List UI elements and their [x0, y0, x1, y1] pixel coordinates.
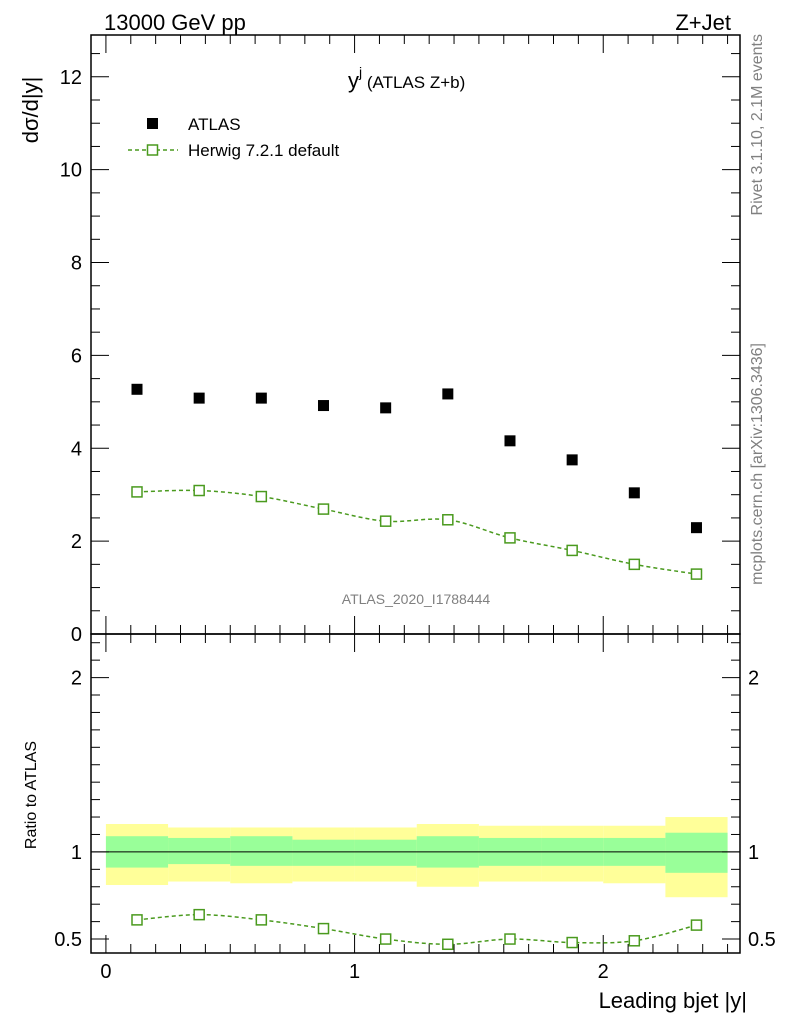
main-y-axis-label: dσ/d|y|: [18, 77, 43, 144]
main-y-tick-label: 10: [60, 160, 82, 182]
process-label: Z+Jet: [675, 10, 731, 35]
ratio-point: [317, 922, 330, 935]
herwig-point: [379, 515, 392, 527]
ratio-point: [690, 919, 703, 931]
ratio-point: [566, 936, 578, 949]
ratio-point: [255, 914, 268, 926]
ratio-series-group: [131, 908, 703, 951]
plot-title-rest: (ATLAS Z+b): [362, 73, 465, 92]
ratio-point: [379, 933, 392, 945]
ratio-point: [504, 933, 516, 945]
analysis-label: ATLAS_2020_I1788444: [342, 591, 491, 607]
main-y-tick-label: 0: [71, 624, 82, 646]
ratio-line: [136, 913, 697, 946]
x-tick-label: 0: [100, 961, 111, 983]
atlas-point: [628, 487, 640, 499]
legend-marker-herwig: [146, 144, 159, 156]
herwig-point: [628, 558, 641, 571]
main-series-group: [131, 383, 703, 580]
atlas-point: [193, 392, 205, 404]
rivet-info-label: Rivet 3.1.10, 2.1M events: [749, 34, 766, 215]
atlas-point: [442, 388, 454, 400]
ratio-plot-frame: [90, 633, 741, 954]
atlas-point: [255, 392, 267, 404]
herwig-point: [442, 514, 454, 526]
ratio-y-tick-label-left: 0.5: [54, 929, 82, 951]
ratio-y-tick-label-right: 0.5: [748, 929, 776, 951]
plot-title-main: y: [348, 68, 359, 93]
ratio-point: [131, 914, 143, 926]
ratio-y-tick-label-left: 2: [71, 668, 82, 690]
x-tick-label: 1: [349, 961, 360, 983]
atlas-point: [504, 435, 516, 447]
atlas-point: [380, 402, 392, 414]
herwig-point: [255, 490, 268, 503]
band-inner-bin: [292, 839, 355, 866]
band-inner-bin: [665, 832, 728, 873]
ratio-y-tick-label-right: 1: [748, 842, 759, 864]
band-inner-bin: [168, 837, 231, 865]
mcplots-label: mcplots.cern.ch [arXiv:1306.3436]: [749, 343, 766, 585]
legend-label-atlas: ATLAS: [188, 115, 241, 134]
legend-label-herwig: Herwig 7.2.1 default: [188, 141, 339, 160]
legend-marker-atlas: [147, 118, 158, 129]
band-inner-bin: [354, 839, 417, 866]
ratio-y-axis-label: Ratio to ATLAS: [23, 741, 40, 849]
herwig-point: [504, 532, 516, 544]
main-y-tick-label: 12: [60, 67, 82, 89]
atlas-point: [131, 383, 143, 395]
ratio-y-tick-label-right: 2: [748, 668, 759, 690]
ratio-point: [628, 935, 641, 947]
herwig-point: [131, 486, 143, 498]
ratio-y-tick-label-left: 1: [71, 842, 82, 864]
plot-title: yj (ATLAS Z+b): [348, 64, 465, 93]
band-inner-bin: [230, 836, 293, 866]
x-tick-label: 2: [598, 961, 609, 983]
herwig-point: [193, 484, 205, 497]
main-y-tick-label: 2: [71, 531, 82, 553]
legend: ATLAS Herwig 7.2.1 default: [128, 115, 339, 160]
herwig-point: [690, 568, 703, 580]
herwig-point: [566, 544, 578, 557]
main-y-tick-label: 8: [71, 253, 82, 275]
x-axis-label: Leading bjet |y|: [599, 988, 747, 1013]
ratio-axis-ticks: 0.5 0.5 1 1 2 2: [54, 642, 776, 951]
atlas-point: [690, 522, 702, 534]
atlas-point: [566, 454, 578, 466]
herwig-line: [136, 489, 697, 575]
herwig-point: [317, 503, 330, 515]
ratio-point: [442, 938, 454, 951]
ratio-point: [193, 908, 205, 921]
energy-label: 13000 GeV pp: [104, 10, 246, 35]
atlas-point: [317, 400, 329, 412]
main-y-tick-label: 6: [71, 345, 82, 367]
plot-title-sup: j: [358, 64, 362, 80]
ratio-uncertainty-bands: [105, 817, 728, 898]
main-y-tick-label: 4: [71, 438, 82, 460]
